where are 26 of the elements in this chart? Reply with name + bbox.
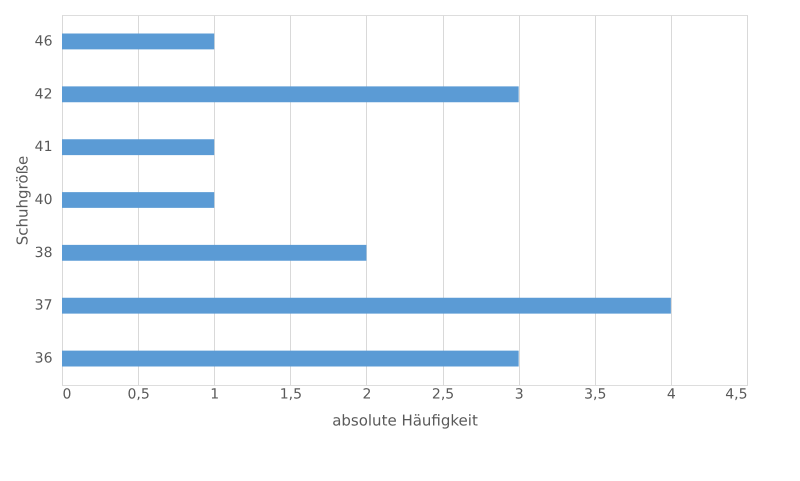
y-tick-label: 37 [34, 298, 52, 314]
x-tick-label: 0,5 [127, 386, 150, 402]
x-tick-label: 3,5 [584, 386, 606, 402]
bar [62, 34, 214, 50]
x-tick-label: 4 [666, 386, 676, 402]
y-tick-label: 38 [34, 244, 52, 261]
bar [62, 86, 519, 102]
x-tick-label: 2 [362, 386, 372, 402]
y-tick-label: 41 [34, 139, 52, 156]
y-tick-label: 46 [34, 33, 53, 50]
x-tick-label: 0 [62, 386, 72, 402]
bar [62, 139, 214, 156]
y-axis-title: Schuhgröße [14, 156, 32, 246]
y-tick-label: 40 [34, 192, 52, 208]
x-tick-label: 2,5 [432, 386, 454, 402]
y-tick-label: 36 [34, 350, 53, 367]
x-tick-label: 1,5 [280, 386, 302, 402]
x-axis-title: absolute Häufigkeit [332, 412, 478, 430]
x-tick-label: 4,5 [725, 386, 748, 402]
bar [62, 244, 366, 261]
x-tick-label: 3 [514, 386, 524, 402]
y-tick-label: 42 [34, 86, 52, 102]
bar [62, 298, 671, 314]
bar [62, 192, 214, 208]
bar [62, 350, 519, 366]
x-tick-label: 1 [210, 386, 220, 402]
